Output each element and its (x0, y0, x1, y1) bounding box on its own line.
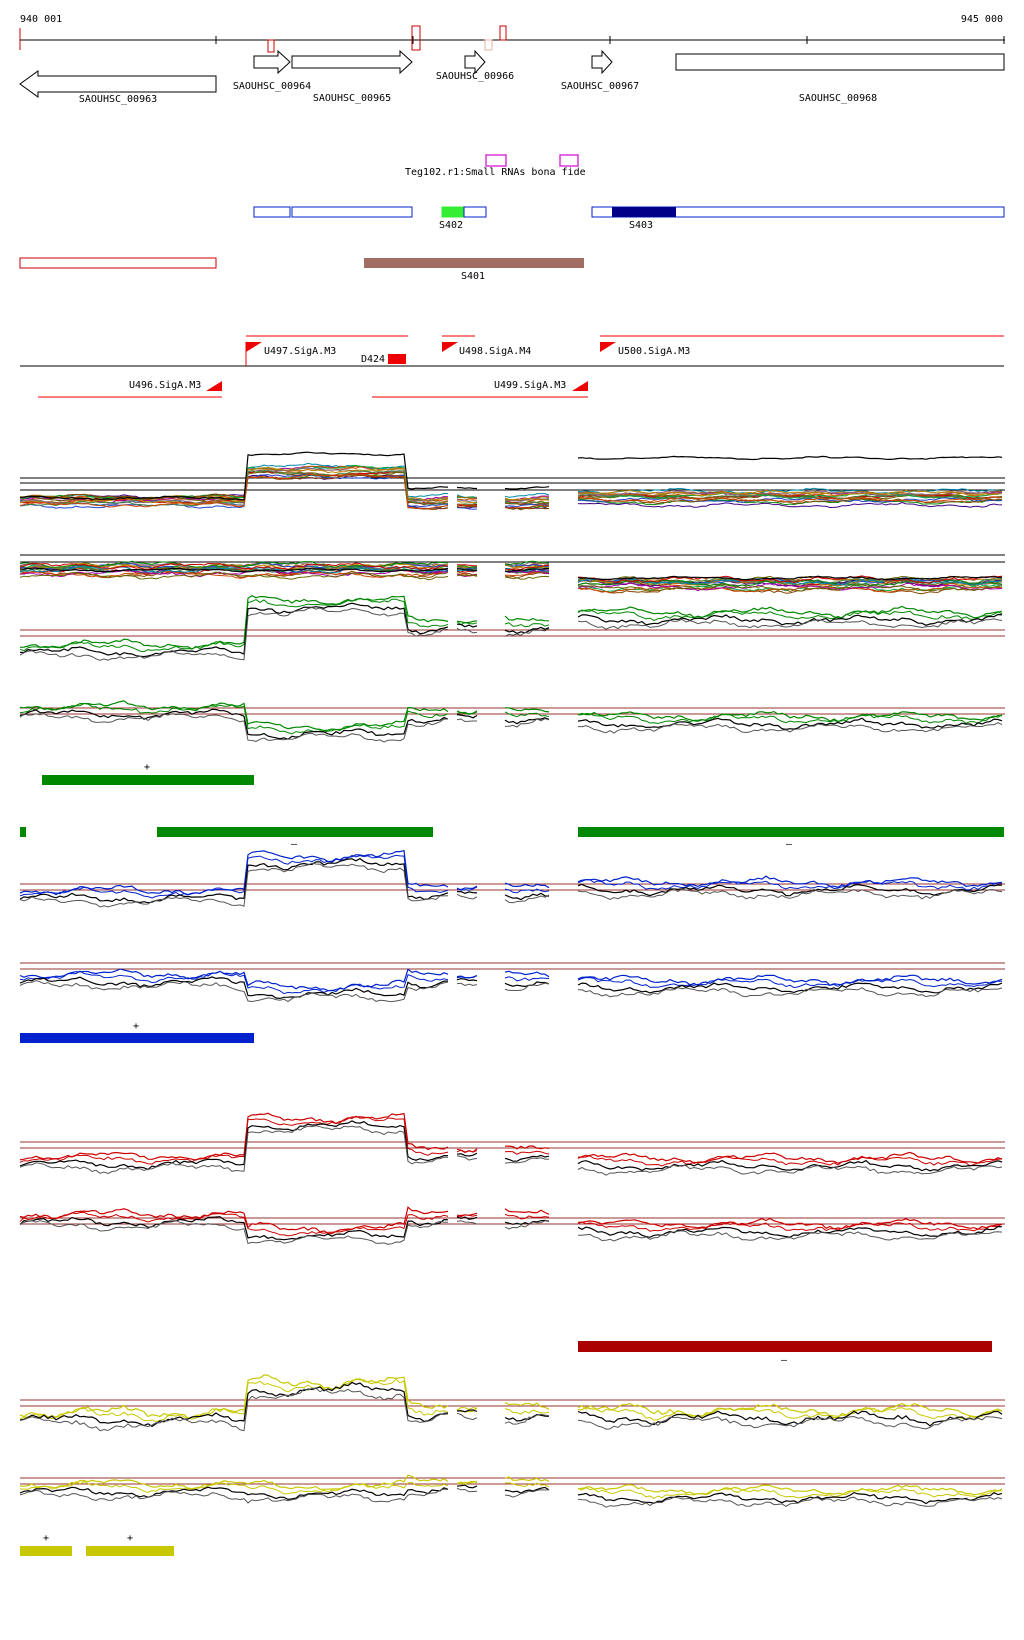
red-segment-bars: – (578, 1341, 992, 1366)
gene-arrow-963 (19, 70, 217, 98)
gene-label-963: SAOUHSC_00963 (79, 94, 157, 105)
promoter-u500: U500.SigA.M3 (618, 346, 690, 357)
gene-label-966: SAOUHSC_00966 (436, 71, 514, 82)
blue-segment-bars: + (20, 1021, 254, 1043)
blue-plus-mark: + (133, 1021, 139, 1032)
segment-label-s403: S403 (629, 220, 653, 231)
segment-label-s401: S401 (461, 271, 485, 282)
green-segment-bars: + – – (20, 762, 1004, 850)
segment-label-s402: S402 (439, 220, 463, 231)
promoter-d424: D424 (361, 354, 385, 365)
end-coordinate: 945 000 (961, 14, 1003, 25)
segment-track: S402 S403 S401 (19, 206, 1005, 282)
promoter-u497: U497.SigA.M3 (264, 346, 336, 357)
expression-profile-plots (19, 451, 1005, 1508)
gene-box-968 (675, 53, 1005, 71)
small-rna-label: Teg102.r1:Small RNAs bona fide (405, 167, 586, 178)
coordinate-ruler: 940 001 945 000 (19, 14, 1005, 53)
gene-arrow-966 (464, 49, 486, 75)
yellow-plus-mark-1: + (43, 1533, 49, 1544)
yellow-segment-bars: + + (20, 1533, 174, 1556)
promoter-track: U497.SigA.M3 D424 U498.SigA.M4 U500.SigA… (20, 335, 1004, 398)
start-coordinate: 940 001 (20, 14, 62, 25)
gene-label-965: SAOUHSC_00965 (313, 93, 391, 104)
yellow-plus-mark-2: + (127, 1533, 133, 1544)
green-minus-mark-1: – (291, 839, 298, 850)
gene-arrow-965 (291, 49, 413, 75)
gene-arrow-964 (253, 49, 291, 75)
gene-label-964: SAOUHSC_00964 (233, 81, 311, 92)
gene-label-968: SAOUHSC_00968 (799, 93, 877, 104)
red-minus-mark: – (781, 1355, 788, 1366)
gene-label-967: SAOUHSC_00967 (561, 81, 639, 92)
gene-arrow-967 (591, 49, 613, 75)
green-plus-mark: + (144, 762, 150, 773)
gene-track: SAOUHSC_00963 SAOUHSC_00964 SAOUHSC_0096… (19, 49, 1005, 105)
green-minus-mark-2: – (786, 839, 793, 850)
promoter-u498: U498.SigA.M4 (459, 346, 531, 357)
promoter-u496: U496.SigA.M3 (129, 380, 201, 391)
small-rna-track: Teg102.r1:Small RNAs bona fide (405, 154, 586, 178)
promoter-u499: U499.SigA.M3 (494, 380, 566, 391)
